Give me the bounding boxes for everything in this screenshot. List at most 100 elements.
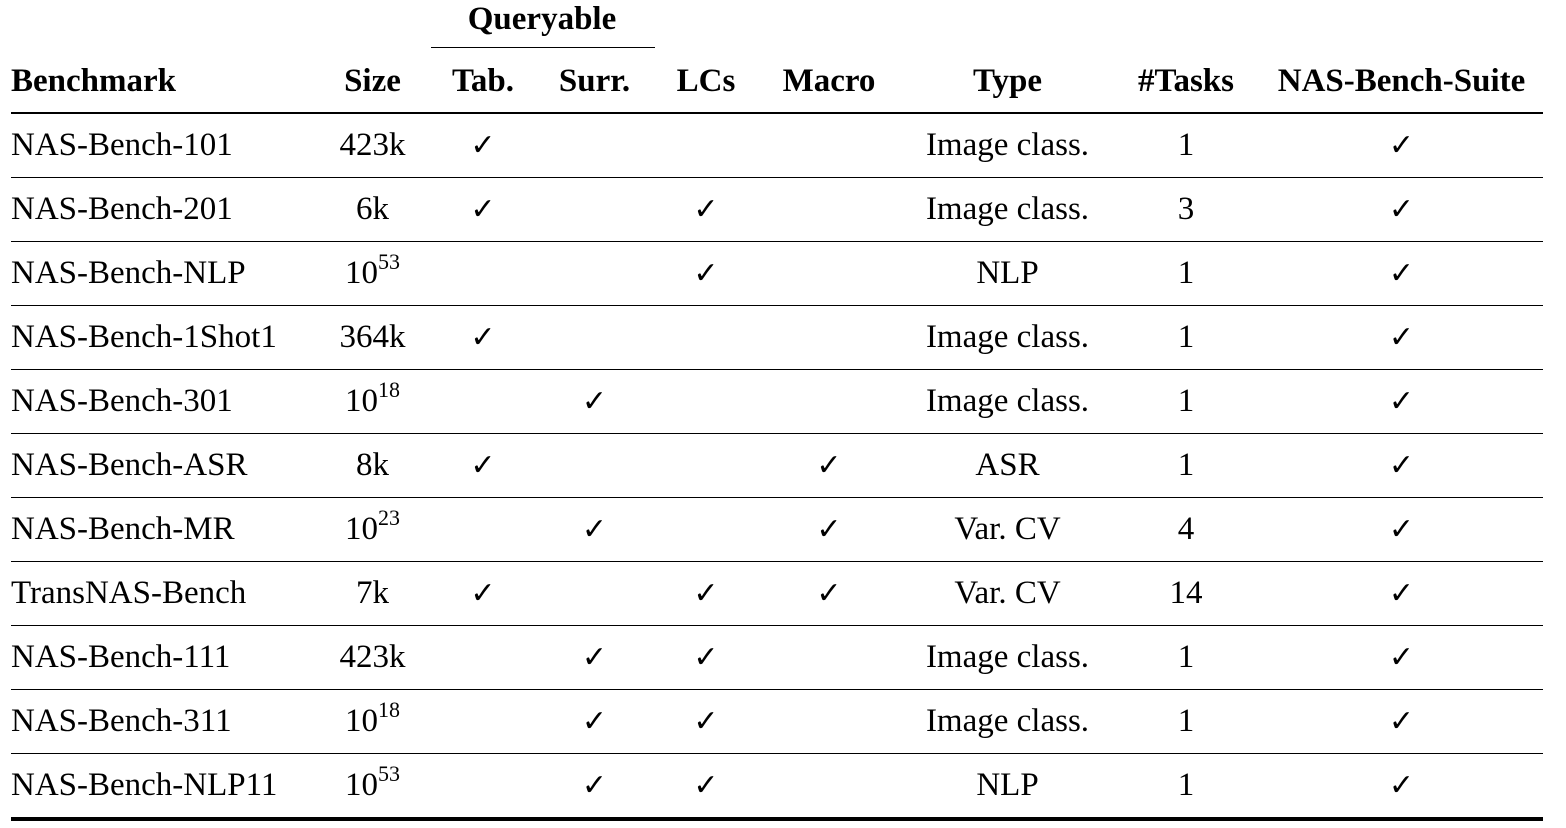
size-exponent: 18 (378, 377, 400, 402)
tab-cell: ✓ (434, 177, 532, 242)
benchmark-table: Benchmark Size Tab. Surr. LCs Macro Type… (11, 50, 1543, 821)
size-value: 10 (345, 255, 378, 291)
tab-cell (434, 369, 532, 434)
size-value: 10 (345, 511, 378, 547)
surr-check-icon: ✓ (581, 704, 608, 739)
suite-check-icon: ✓ (1388, 256, 1415, 291)
size-cell: 1018 (311, 369, 434, 434)
column-header-surr: Surr. (532, 50, 657, 114)
tab-cell: ✓ (434, 561, 532, 626)
tab-check-icon: ✓ (470, 320, 496, 355)
lcs-cell (657, 433, 755, 498)
size-value: 10 (345, 703, 378, 739)
table-row: NAS-Bench-MR 1023 ✓ ✓ Var. CV 4 ✓ (11, 497, 1543, 562)
type-cell: Image class. (903, 177, 1112, 242)
lcs-cell (657, 113, 755, 178)
column-header-lcs: LCs (657, 50, 755, 114)
column-header-benchmark: Benchmark (11, 50, 311, 114)
size-value: 364k (339, 319, 406, 355)
column-group-header: Queryable (11, 0, 1543, 50)
surr-cell (532, 305, 657, 370)
lcs-cell: ✓ (657, 561, 755, 626)
size-value: 423k (339, 127, 406, 163)
surr-cell: ✓ (532, 689, 657, 754)
suite-check-icon: ✓ (1388, 448, 1415, 483)
surr-cell: ✓ (532, 497, 657, 562)
header-row: Benchmark Size Tab. Surr. LCs Macro Type… (11, 50, 1543, 114)
benchmark-name-cell: NAS-Bench-NLP11 (11, 753, 311, 821)
tasks-cell: 1 (1112, 753, 1260, 821)
table-row: TransNAS-Bench 7k ✓ ✓ ✓ Var. CV 14 ✓ (11, 561, 1543, 626)
macro-cell (755, 113, 903, 178)
macro-check-icon: ✓ (816, 512, 842, 547)
size-value: 10 (345, 383, 378, 419)
tab-check-icon: ✓ (470, 576, 496, 611)
table-row: NAS-Bench-ASR 8k ✓ ✓ ASR 1 ✓ (11, 433, 1543, 498)
suite-check-icon: ✓ (1388, 384, 1415, 419)
macro-cell: ✓ (755, 561, 903, 626)
lcs-check-icon: ✓ (693, 192, 719, 227)
suite-check-icon: ✓ (1388, 768, 1415, 803)
tasks-cell: 1 (1112, 433, 1260, 498)
surr-cell (532, 433, 657, 498)
column-header-macro: Macro (755, 50, 903, 114)
lcs-cell: ✓ (657, 177, 755, 242)
surr-check-icon: ✓ (581, 640, 608, 675)
queryable-group-label: Queryable (467, 1, 617, 37)
macro-cell (755, 625, 903, 690)
benchmark-comparison-table: Queryable Benchmark Size Tab. Surr. LCs … (11, 0, 1543, 821)
benchmark-name-cell: NAS-Bench-MR (11, 497, 311, 562)
type-cell: Image class. (903, 305, 1112, 370)
type-cell: ASR (903, 433, 1112, 498)
suite-cell: ✓ (1260, 561, 1543, 626)
macro-cell: ✓ (755, 433, 903, 498)
size-exponent: 18 (378, 697, 400, 722)
tasks-cell: 1 (1112, 625, 1260, 690)
size-value: 10 (345, 767, 378, 803)
lcs-check-icon: ✓ (693, 768, 719, 803)
tasks-cell: 1 (1112, 305, 1260, 370)
suite-check-icon: ✓ (1388, 640, 1415, 675)
macro-cell: ✓ (755, 497, 903, 562)
surr-cell (532, 113, 657, 178)
suite-cell: ✓ (1260, 433, 1543, 498)
suite-cell: ✓ (1260, 625, 1543, 690)
tasks-cell: 14 (1112, 561, 1260, 626)
tab-cell (434, 497, 532, 562)
lcs-cell (657, 305, 755, 370)
type-cell: NLP (903, 753, 1112, 821)
type-cell: Image class. (903, 113, 1112, 178)
macro-cell (755, 177, 903, 242)
macro-check-icon: ✓ (816, 448, 842, 483)
suite-cell: ✓ (1260, 113, 1543, 178)
suite-cell: ✓ (1260, 369, 1543, 434)
benchmark-name-cell: TransNAS-Bench (11, 561, 311, 626)
table-row: NAS-Bench-101 423k ✓ Image class. 1 ✓ (11, 113, 1543, 178)
macro-cell (755, 369, 903, 434)
type-cell: NLP (903, 241, 1112, 306)
column-header-type: Type (903, 50, 1112, 114)
tab-cell: ✓ (434, 305, 532, 370)
size-cell: 8k (311, 433, 434, 498)
lcs-cell: ✓ (657, 753, 755, 821)
size-exponent: 53 (378, 249, 400, 274)
size-cell: 1053 (311, 241, 434, 306)
size-cell: 1023 (311, 497, 434, 562)
suite-check-icon: ✓ (1388, 320, 1415, 355)
queryable-group-rule (431, 47, 655, 48)
table-row: NAS-Bench-201 6k ✓ ✓ Image class. 3 ✓ (11, 177, 1543, 242)
column-header-suite: NAS-Bench-Suite (1260, 50, 1543, 114)
macro-cell (755, 305, 903, 370)
suite-cell: ✓ (1260, 241, 1543, 306)
size-cell: 1053 (311, 753, 434, 821)
suite-check-icon: ✓ (1388, 512, 1415, 547)
lcs-check-icon: ✓ (693, 704, 719, 739)
tab-cell: ✓ (434, 113, 532, 178)
macro-cell (755, 753, 903, 821)
surr-cell: ✓ (532, 369, 657, 434)
size-exponent: 53 (378, 761, 400, 786)
tasks-cell: 4 (1112, 497, 1260, 562)
tab-check-icon: ✓ (470, 192, 496, 227)
size-cell: 6k (311, 177, 434, 242)
size-value: 423k (339, 639, 406, 675)
